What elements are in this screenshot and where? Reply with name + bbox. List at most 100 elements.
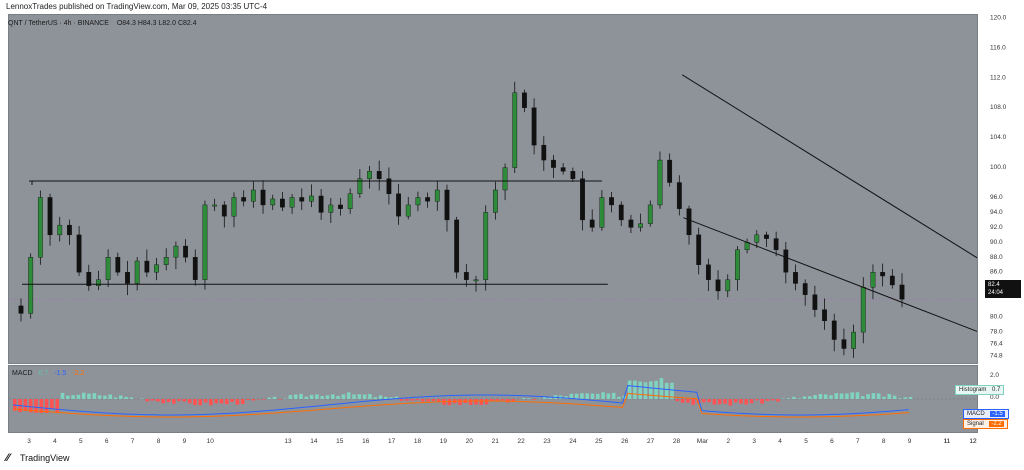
candle [725,274,731,298]
macd-histogram-bar [251,399,256,401]
macd-histogram-bar [786,398,791,399]
macd-histogram-bar [299,393,303,399]
x-tick-label: 2 [726,438,730,445]
candle-body [880,272,886,277]
candle [144,249,150,277]
candle-body [183,245,188,258]
candle-body [793,272,798,284]
candle [483,205,489,291]
macd-pane[interactable] [8,365,978,433]
macd-histogram-bar [187,399,192,404]
candle-body [667,159,673,183]
x-tick-label: 26 [621,438,629,445]
y-tick-label: 86.0 [990,269,1003,276]
candle-body [580,178,585,221]
candle-body [241,197,247,202]
x-tick-label: 7 [856,438,860,445]
price-pane[interactable] [8,14,978,364]
candle-body [338,204,343,209]
macd-histogram-bar [723,399,727,404]
macd-histogram-bar [633,380,637,399]
macd-histogram-bar [362,394,367,399]
candle-body [657,159,663,206]
candle-body [318,195,324,213]
x-tick-label: 16 [362,438,370,445]
signal-tag-label: Signal [967,421,984,427]
macd-histogram-bar [172,399,176,404]
candle-body [444,189,450,221]
candle-body [299,197,305,202]
macd-histogram-bar [193,399,197,406]
macd-histogram-bar [66,395,70,399]
macd-histogram-bar [156,399,160,402]
publisher-bar: LennoxTrades published on TradingView.co… [0,0,1024,14]
macd-histogram-bar [97,395,102,399]
macd-histogram-bar [267,397,271,399]
macd-histogram-bar [87,393,91,399]
x-tick-label: 24 [569,438,577,445]
footer: ⁄⁄ TradingView [0,447,1024,470]
x-tick-label: 7 [131,438,135,445]
candle [260,180,266,214]
macd-histogram-bar [850,392,854,399]
macd-histogram-bar [717,399,722,405]
candle-body [454,219,460,273]
candle [415,191,421,212]
candle [560,163,566,175]
macd-histogram-bar [405,399,409,401]
candle-body [18,305,24,314]
candlestick-chart[interactable] [9,15,978,364]
macd-histogram-bar [829,395,833,399]
macd-histogram-bar [50,399,54,410]
x-tick-label: 14 [310,438,318,445]
macd-histogram-bar [182,399,187,402]
macd-chart[interactable] [9,366,978,433]
candle [696,227,702,275]
candle [357,169,363,198]
candle [764,231,769,247]
x-tick-label: 17 [388,438,396,445]
macd-histogram-bar [876,393,881,399]
candle-body [618,204,624,221]
macd-histogram-bar [484,399,489,405]
candle [67,219,72,245]
candle-body [851,331,856,349]
macd-histogram-bar [458,399,462,406]
candle [686,205,692,245]
y-tick-label: 92.0 [990,224,1003,231]
price-axis[interactable]: 120.0 116.0 112.0 108.0 104.0 100.0 96.0 94.0 92… [978,14,1024,364]
macd-histogram-bar [691,399,695,405]
macd-histogram-bar [675,399,680,402]
macd-histogram-bar [352,394,356,399]
y-tick-label: 80.0 [990,314,1003,321]
macd-histogram-bar [240,399,245,405]
macd-histogram-bar [755,399,759,401]
macd-histogram-bar [415,399,420,401]
candle-body [434,189,440,202]
x-tick-label: 22 [517,438,525,445]
macd-histogram-bar [203,399,208,403]
candle-body [134,260,140,284]
candle-body [599,197,605,228]
macd-histogram-bar [808,396,812,399]
candle [328,198,334,223]
signal-tag-value: -2.2 [989,421,1004,427]
macd-histogram-bar [728,399,733,406]
macd-histogram-bar [166,399,171,403]
candle-body [202,204,208,280]
candle-body [250,189,256,202]
candle-body [705,264,711,280]
macd-hist-value: 0.7 [38,370,49,377]
macd-histogram-bar [574,393,579,399]
candle-body [812,294,818,310]
time-axis[interactable]: 3 4 5 6 7 8 9 10 11 12 13 14 15 16 17 18 19 20 21 22 23 24 25 2… [8,433,978,447]
candle [647,200,653,227]
macd-histogram-bar [548,396,552,399]
macd-histogram-bar [617,396,621,399]
candle [541,136,547,171]
candle-body [396,193,401,217]
macd-histogram-bar [230,399,234,403]
macd-histogram-bar [702,399,706,403]
macd-histogram-bar [532,399,536,400]
macd-histogram-bar [871,393,876,399]
